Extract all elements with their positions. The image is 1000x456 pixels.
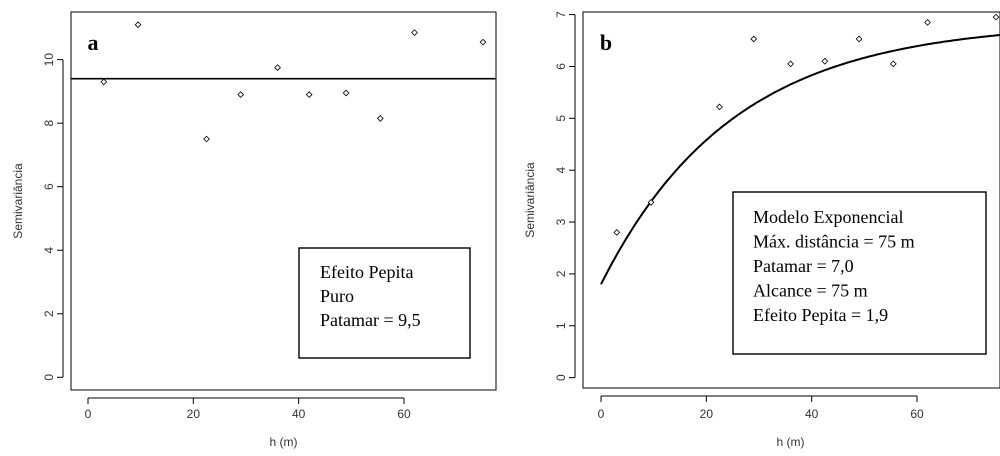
model-info-line: Patamar = 7,0 xyxy=(753,256,854,276)
model-info-line: Máx. distância = 75 m xyxy=(753,232,915,252)
data-point xyxy=(274,64,281,71)
y-tick-label: 2 xyxy=(42,310,56,317)
data-point xyxy=(203,135,210,143)
y-tick-label: 0 xyxy=(554,374,568,381)
model-curve xyxy=(600,34,1000,285)
y-tick-label: 10 xyxy=(42,53,56,67)
data-point xyxy=(855,35,863,43)
y-tick-label: 5 xyxy=(554,115,568,122)
data-point xyxy=(613,229,621,236)
data-point xyxy=(750,35,758,43)
x-tick-label: 20 xyxy=(187,407,201,421)
model-info-line: Efeito Pepita = 1,9 xyxy=(753,305,888,325)
model-info-frame xyxy=(298,247,471,359)
y-tick-label: 2 xyxy=(554,270,568,277)
x-tick-label: 0 xyxy=(598,407,605,421)
plot-frame xyxy=(70,11,497,391)
x-tick-label: 20 xyxy=(700,407,714,421)
data-point xyxy=(342,89,350,97)
plot-frame xyxy=(582,11,1000,389)
x-tick-label: 40 xyxy=(805,407,819,421)
panel-letter: b xyxy=(600,30,612,55)
model-info-line: Patamar = 9,5 xyxy=(320,310,421,330)
chart-panel-b: 0 20 40 60 0 1 2 3 4 5 6 7 h (m) Semivariância b Modelo… xyxy=(523,11,1000,449)
model-info-box: Modelo Exponencial Máx. distância = 75 m P… xyxy=(732,191,987,355)
data-point xyxy=(134,21,142,29)
x-tick-label: 60 xyxy=(397,407,411,421)
data-point xyxy=(479,38,487,46)
data-point xyxy=(237,91,245,98)
data-point xyxy=(924,19,931,26)
data-points xyxy=(100,21,487,143)
model-info-box: Efeito Pepita Puro Patamar = 9,5 xyxy=(298,247,471,359)
panel-letter: a xyxy=(88,30,99,55)
y-tick-label: 4 xyxy=(554,167,568,174)
data-point xyxy=(411,29,418,37)
x-axis-title: h (m) xyxy=(270,435,298,449)
data-point xyxy=(100,78,108,86)
x-axis-title: h (m) xyxy=(777,435,805,449)
y-axis-title: Semivariância xyxy=(11,163,25,239)
x-axis: 0 20 40 60 xyxy=(85,397,411,421)
y-axis: 0 1 2 3 4 5 6 7 xyxy=(554,11,576,381)
x-tick-label: 40 xyxy=(292,407,306,421)
data-point xyxy=(647,198,655,206)
y-axis-title: Semivariância xyxy=(523,162,537,238)
data-point xyxy=(376,115,384,122)
data-point xyxy=(787,60,794,68)
model-info-line: Alcance = 75 m xyxy=(753,281,868,301)
y-tick-label: 1 xyxy=(554,322,568,329)
x-tick-label: 60 xyxy=(910,407,924,421)
y-tick-label: 0 xyxy=(42,374,56,381)
data-point xyxy=(716,103,723,111)
x-axis: 0 20 40 60 xyxy=(598,395,924,421)
model-info-line: Modelo Exponencial xyxy=(753,207,903,227)
model-info-line: Efeito Pepita xyxy=(320,262,413,282)
y-tick-label: 6 xyxy=(42,183,56,190)
y-tick-label: 4 xyxy=(42,247,56,254)
data-point xyxy=(821,57,829,65)
y-tick-label: 3 xyxy=(554,218,568,225)
model-info-line: Puro xyxy=(320,286,354,306)
data-point xyxy=(889,60,897,68)
chart-panel-a: 0 20 40 60 0 2 4 6 8 10 h (m) Semivariância a Efeito … xyxy=(11,11,497,449)
x-tick-label: 0 xyxy=(85,407,92,421)
data-point xyxy=(305,91,313,98)
y-axis: 0 2 4 6 8 10 xyxy=(42,53,64,381)
y-tick-label: 8 xyxy=(42,120,56,127)
data-point xyxy=(992,13,1000,21)
model-info-frame xyxy=(732,191,987,355)
y-tick-label: 6 xyxy=(554,63,568,70)
y-tick-label: 7 xyxy=(554,11,568,18)
data-points xyxy=(613,13,1000,236)
